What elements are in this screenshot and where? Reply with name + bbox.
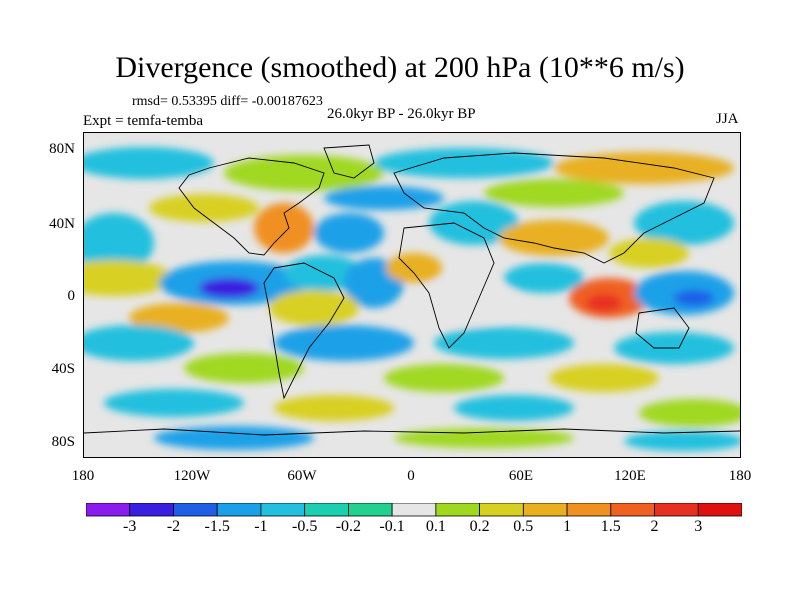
colorbar-label: -1.5 (204, 518, 230, 535)
colorbar-label: 0.5 (513, 518, 534, 535)
period-label: 26.0kyr BP - 26.0kyr BP (327, 106, 476, 122)
colorbar-box (697, 503, 742, 517)
colorbar-label: 0.2 (469, 518, 490, 535)
colorbar-box (435, 503, 480, 517)
coastlines (84, 144, 740, 436)
map-canvas (84, 133, 740, 457)
colorbar-box (479, 503, 524, 517)
colorbar-label: -0.1 (379, 518, 405, 535)
lon-tick-180e: 180 (728, 468, 752, 484)
divergence-map (83, 132, 741, 458)
lon-tick-0: 0 (407, 468, 415, 484)
colorbar-box (129, 503, 174, 517)
colorbar-box (566, 503, 612, 517)
colorbar-box (391, 503, 437, 517)
colorbar-label: -3 (123, 518, 137, 535)
colorbar-box (86, 503, 131, 517)
colorbar-box (610, 503, 655, 517)
colorbar-label: 3 (694, 518, 703, 535)
colorbar-label: 2 (650, 518, 659, 535)
stats-line: rmsd= 0.53395 diff= -0.00187623 (132, 94, 323, 109)
plot-title: Divergence (smoothed) at 200 hPa (10**6 … (115, 51, 685, 84)
colorbar-box (654, 503, 699, 517)
lon-tick-120e: 120E (614, 468, 646, 484)
colorbar-box (304, 503, 349, 517)
colorbar-box (173, 503, 218, 517)
season-label: JJA (716, 111, 739, 127)
colorbar-label: -2 (166, 518, 181, 535)
colorbar-box (260, 503, 306, 517)
colorbar-box (216, 503, 262, 517)
lon-tick-60w: 60W (287, 468, 317, 484)
lon-tick-120w: 120W (173, 468, 211, 484)
lon-tick-60e: 60E (508, 468, 534, 484)
divergence-field (84, 147, 740, 451)
colorbar-label: -1 (254, 518, 268, 535)
lat-tick-80n: 80N (49, 141, 75, 157)
colorbar-label: 0.1 (425, 518, 446, 535)
colorbar (86, 503, 742, 517)
lat-tick-40n: 40N (49, 216, 75, 232)
colorbar-label: -0.2 (335, 518, 362, 535)
colorbar-label: -0.5 (292, 518, 318, 535)
lon-tick-180w: 180 (71, 468, 95, 484)
colorbar-box (522, 503, 568, 517)
lat-tick-0: 0 (67, 288, 76, 304)
colorbar-box (347, 503, 393, 517)
lat-tick-80s: 80S (51, 434, 75, 450)
colorbar-label: 1 (563, 518, 572, 535)
colorbar-label: 1.5 (600, 518, 621, 535)
experiment-label: Expt = temfa-temba (83, 113, 204, 129)
lat-tick-40s: 40S (51, 361, 75, 377)
